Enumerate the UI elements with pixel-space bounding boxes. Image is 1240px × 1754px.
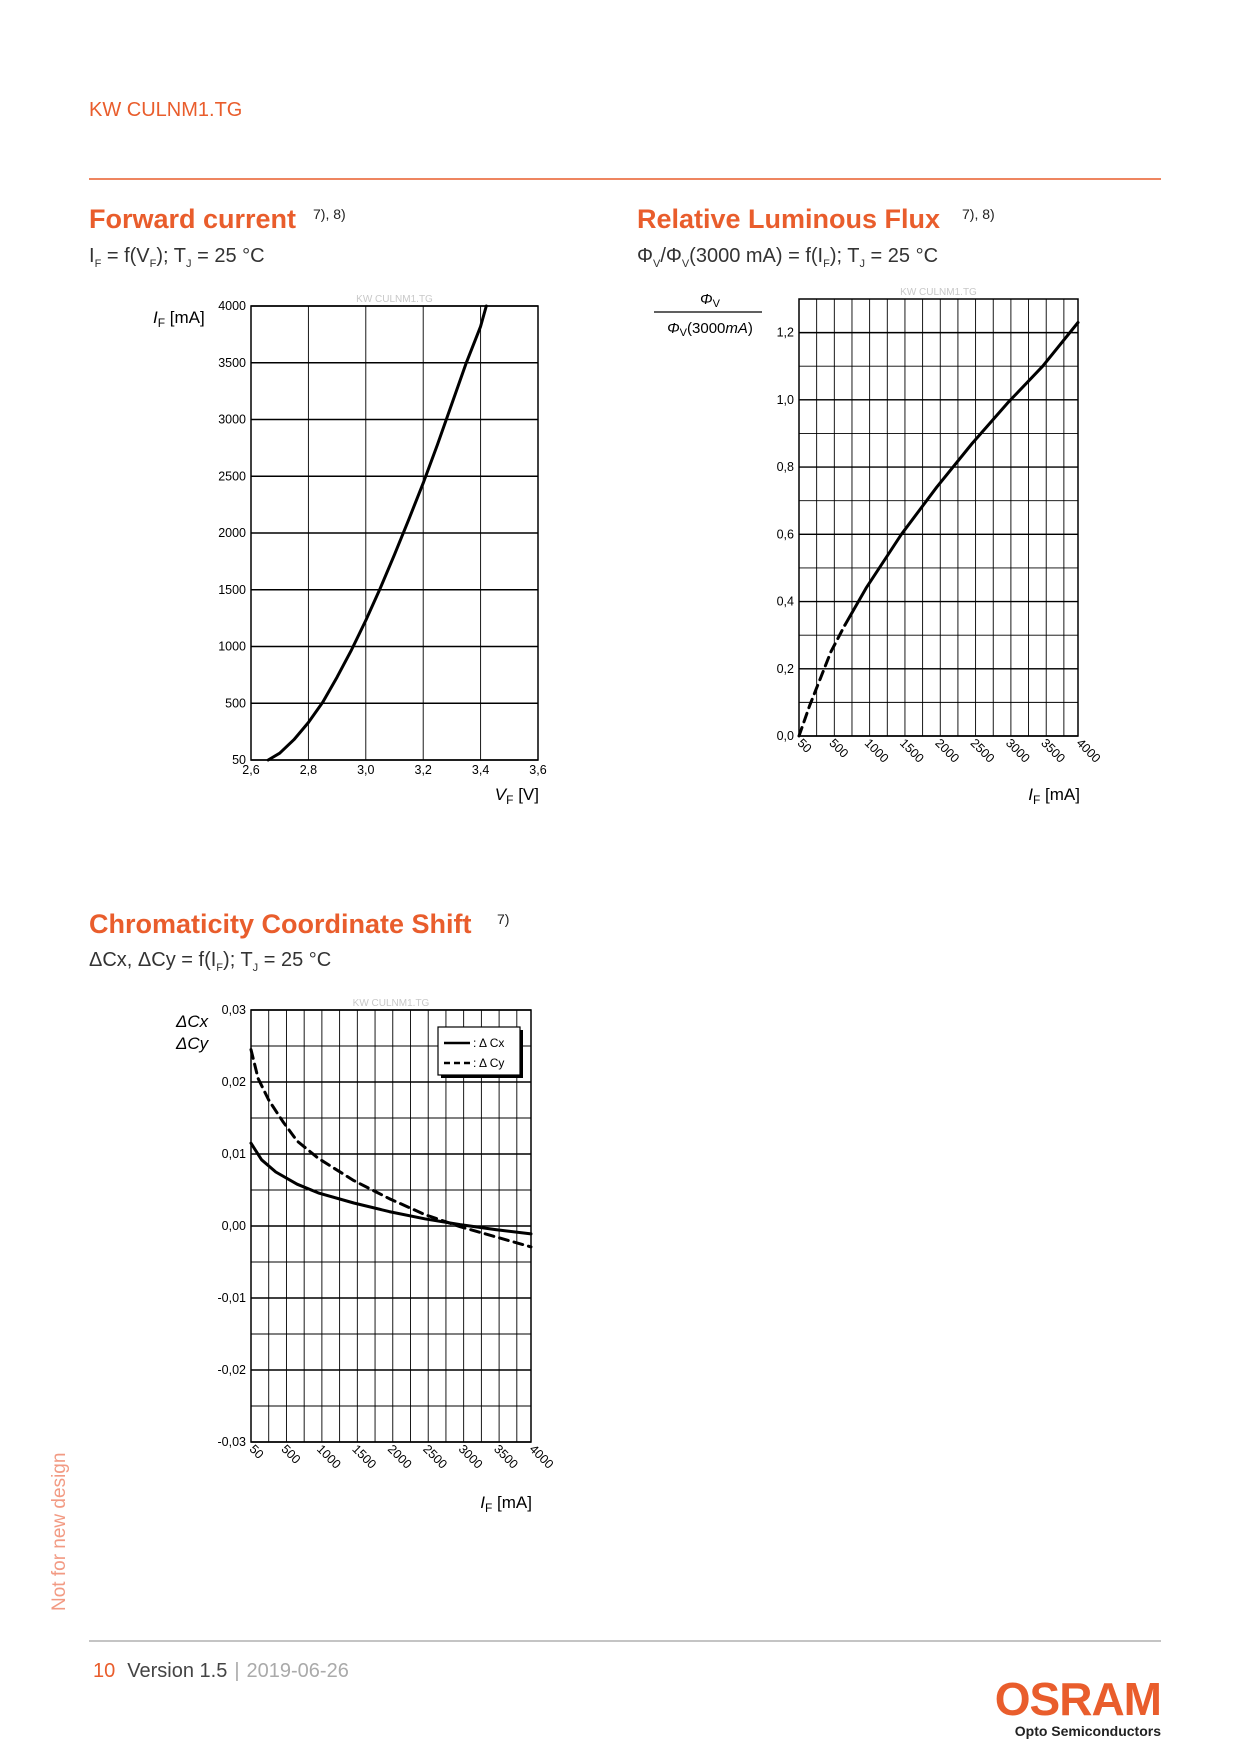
- y-tick-label: 4000: [218, 299, 246, 313]
- x-tick-label: 500: [826, 736, 851, 761]
- y-tick-label: 0,6: [777, 527, 794, 541]
- chromaticity-x-axis-title: IF [mA]: [480, 1493, 532, 1515]
- x-tick-label: 1000: [314, 1442, 344, 1472]
- x-tick-label: 2000: [385, 1442, 415, 1472]
- y-tick-label: 3000: [218, 413, 246, 427]
- x-tick-label: 3,2: [415, 763, 432, 777]
- relative-flux-y-axis-numerator: ΦV: [700, 291, 721, 310]
- y-tick-label: 500: [225, 696, 246, 710]
- x-tick-label: 3,6: [529, 763, 546, 777]
- plot-frame: [250, 1009, 532, 1443]
- x-tick-label: 3000: [456, 1442, 486, 1472]
- series-line-0: [249, 1141, 533, 1236]
- x-tick-label: 3500: [491, 1442, 521, 1472]
- plot-frame: [798, 298, 1079, 737]
- y-tick-label: 0,8: [777, 460, 794, 474]
- y-tick-label: 2000: [218, 526, 246, 540]
- legend-label-0: : Δ Cx: [473, 1036, 504, 1050]
- y-tick-label: 0,02: [222, 1075, 246, 1089]
- forward-current-y-axis-title: IF [mA]: [153, 308, 205, 330]
- relative-flux-formula: ΦV/ΦV(3000 mA) = f(IF); TJ = 25 °C: [637, 245, 938, 270]
- relative-flux-footnote: 7), 8): [962, 206, 995, 222]
- forward-current-heading: Forward current: [89, 204, 296, 234]
- x-tick-label: 4000: [527, 1442, 557, 1472]
- y-tick-label: 0,03: [222, 1003, 246, 1017]
- x-tick-label: 2500: [420, 1442, 450, 1472]
- x-tick-label: 1500: [897, 736, 927, 766]
- x-tick-label: 50: [795, 736, 815, 756]
- forward-current-chart: KW CULNM1.TG 50 500 1000 1500 2000 2500 3000 350…: [218, 294, 547, 777]
- series-line-0: [266, 304, 488, 762]
- x-tick-label: 4000: [1074, 736, 1104, 766]
- chromaticity-y-axis-title-cx: ΔCx: [175, 1012, 209, 1031]
- relative-flux-chart: KW CULNM1.TG 0,0 0,2 0,4 0,6 0,8 1,0 1,2 50 500 10…: [777, 287, 1104, 766]
- document-title: KW CULNM1.TG: [89, 99, 242, 121]
- y-tick-label: 50: [232, 753, 246, 767]
- y-tick-label: 1,0: [777, 393, 794, 407]
- plot-frame: [250, 305, 539, 761]
- y-tick-label: 3500: [218, 356, 246, 370]
- y-tick-label: 1000: [218, 640, 246, 654]
- y-tick-label: 1500: [218, 583, 246, 597]
- osram-logo-tagline: Opto Semiconductors: [1015, 1723, 1161, 1739]
- x-tick-label: 2000: [932, 736, 962, 766]
- x-tick-label: 50: [247, 1442, 267, 1462]
- x-tick-label: 1000: [862, 736, 892, 766]
- footer-version-line: 10 Version 1.5 | 2019-06-26: [93, 1660, 349, 1682]
- relative-flux-heading: Relative Luminous Flux: [637, 204, 940, 234]
- chart-watermark: KW CULNM1.TG: [356, 294, 433, 305]
- relative-flux-y-axis-denominator: ΦV(3000mA): [667, 320, 753, 339]
- legend-label-1: : Δ Cy: [473, 1056, 504, 1070]
- y-tick-label: 0,0: [777, 729, 794, 743]
- y-tick-label: -0,02: [218, 1363, 247, 1377]
- chart-watermark: KW CULNM1.TG: [353, 998, 430, 1009]
- relative-flux-x-axis-title: IF [mA]: [1028, 785, 1080, 807]
- legend-box: [437, 1026, 521, 1076]
- x-tick-label: 3,0: [357, 763, 374, 777]
- y-tick-label: 2500: [218, 469, 246, 483]
- forward-current-x-axis-title: VF [V]: [495, 785, 539, 807]
- x-tick-label: 500: [279, 1442, 304, 1467]
- series-line-0: [797, 623, 847, 738]
- forward-current-formula: IF = f(VF); TJ = 25 °C: [89, 245, 265, 270]
- sidebar-not-for-new-design: Not for new design: [49, 1453, 70, 1611]
- x-tick-label: 3000: [1003, 736, 1033, 766]
- y-tick-label: 0,4: [777, 595, 794, 609]
- forward-current-footnote: 7), 8): [313, 206, 346, 222]
- chromaticity-y-axis-title-cy: ΔCy: [175, 1034, 210, 1053]
- x-tick-label: 2,6: [242, 763, 259, 777]
- y-tick-label: 1,2: [777, 326, 794, 340]
- y-tick-label: -0,01: [218, 1291, 247, 1305]
- series-line-1: [843, 321, 1080, 627]
- x-tick-label: 3500: [1038, 736, 1068, 766]
- chromaticity-chart: KW CULNM1.TG -0,03 -0,02 -0,01 0,00 0,01 0,02 0…: [218, 998, 557, 1472]
- y-tick-label: 0,01: [222, 1147, 246, 1161]
- x-tick-label: 1500: [349, 1442, 379, 1472]
- x-tick-label: 2500: [968, 736, 998, 766]
- y-tick-label: 0,2: [777, 662, 794, 676]
- x-tick-label: 2,8: [300, 763, 317, 777]
- chart-watermark: KW CULNM1.TG: [900, 287, 977, 298]
- y-tick-label: -0,03: [218, 1435, 247, 1449]
- osram-logo: OSRAM: [995, 1673, 1161, 1725]
- chromaticity-footnote: 7): [497, 911, 509, 927]
- chromaticity-heading: Chromaticity Coordinate Shift: [89, 909, 472, 939]
- x-tick-label: 3,4: [472, 763, 489, 777]
- y-tick-label: 0,00: [222, 1219, 246, 1233]
- series-line-1: [249, 1048, 533, 1249]
- chromaticity-formula: ΔCx, ΔCy = f(IF); TJ = 25 °C: [89, 949, 331, 974]
